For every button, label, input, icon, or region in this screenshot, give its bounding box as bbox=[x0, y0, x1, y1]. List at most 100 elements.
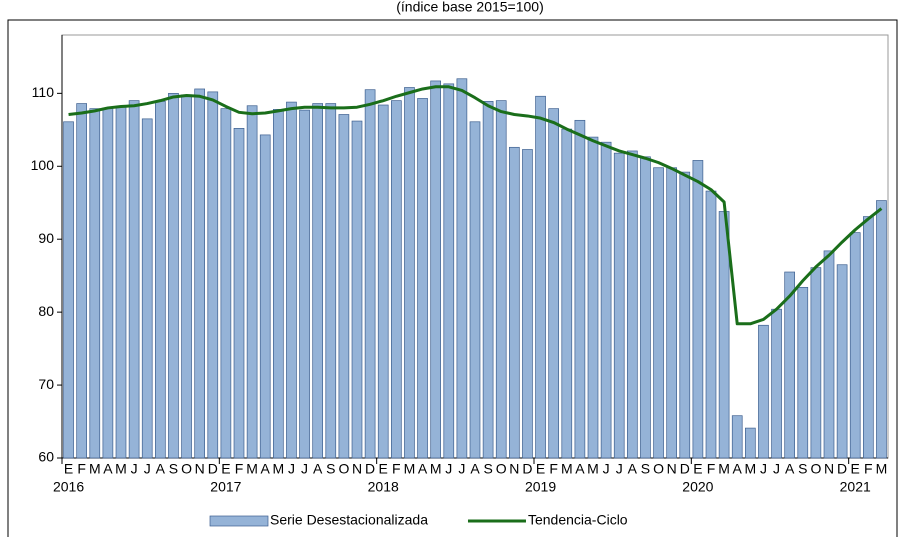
year-label: 2019 bbox=[525, 479, 556, 495]
bar bbox=[692, 160, 704, 459]
x-tick-label: E bbox=[379, 461, 388, 477]
x-tick-label: E bbox=[693, 461, 702, 477]
x-tick-label: M bbox=[89, 461, 101, 477]
bar bbox=[495, 100, 507, 459]
x-tick-label: F bbox=[392, 461, 401, 477]
bar bbox=[286, 101, 297, 459]
bar bbox=[312, 103, 323, 459]
bar bbox=[325, 103, 337, 459]
x-tick-label: D bbox=[522, 461, 532, 477]
bar bbox=[456, 78, 468, 459]
legend-label: Serie Desestacionalizada bbox=[270, 512, 428, 528]
bar bbox=[600, 141, 612, 459]
bar bbox=[705, 190, 717, 459]
x-tick-label: J bbox=[445, 461, 452, 477]
x-tick-label: F bbox=[77, 461, 86, 477]
x-tick-label: A bbox=[156, 461, 166, 477]
x-tick-label: M bbox=[876, 461, 888, 477]
bar bbox=[718, 211, 730, 459]
x-tick-label: A bbox=[261, 461, 271, 477]
x-tick-label: O bbox=[810, 461, 821, 477]
bar bbox=[731, 415, 743, 459]
x-tick-label: M bbox=[272, 461, 284, 477]
x-tick-label: N bbox=[667, 461, 677, 477]
year-label: 2017 bbox=[210, 479, 241, 495]
bar bbox=[246, 105, 258, 459]
x-tick-label: J bbox=[760, 461, 767, 477]
year-label: 2018 bbox=[368, 479, 399, 495]
bar bbox=[194, 88, 205, 459]
y-tick-label: 60 bbox=[38, 449, 54, 465]
legend-label: Tendencia-Ciclo bbox=[528, 512, 628, 528]
x-tick-label: M bbox=[246, 461, 258, 477]
bar bbox=[181, 94, 192, 459]
x-tick-label: E bbox=[221, 461, 230, 477]
bar bbox=[574, 119, 586, 459]
x-tick-label: N bbox=[195, 461, 205, 477]
bar bbox=[666, 167, 677, 459]
x-tick-label: M bbox=[561, 461, 573, 477]
bar bbox=[613, 152, 625, 459]
x-tick-label: J bbox=[144, 461, 151, 477]
bar bbox=[587, 136, 599, 459]
x-tick-label: O bbox=[181, 461, 192, 477]
x-tick-label: J bbox=[131, 461, 138, 477]
x-tick-label: J bbox=[458, 461, 465, 477]
bar bbox=[233, 128, 245, 459]
bar bbox=[679, 171, 691, 459]
x-tick-label: F bbox=[707, 461, 716, 477]
bar bbox=[299, 109, 310, 459]
y-tick-label: 80 bbox=[38, 303, 54, 319]
x-tick-label: J bbox=[301, 461, 308, 477]
bar bbox=[836, 264, 848, 459]
x-tick-label: F bbox=[864, 461, 873, 477]
bar bbox=[876, 200, 887, 459]
x-tick-label: N bbox=[509, 461, 519, 477]
bar bbox=[771, 308, 782, 459]
bar bbox=[509, 146, 520, 459]
bar bbox=[535, 95, 546, 459]
bar bbox=[548, 108, 559, 459]
y-tick-label: 70 bbox=[38, 376, 54, 392]
x-tick-label: D bbox=[365, 461, 375, 477]
x-tick-label: O bbox=[653, 461, 664, 477]
bar bbox=[351, 120, 363, 459]
x-tick-label: F bbox=[235, 461, 244, 477]
x-tick-label: M bbox=[430, 461, 442, 477]
bar bbox=[338, 114, 350, 459]
frame bbox=[7, 19, 898, 542]
chart-subtitle: (índice base 2015=100) bbox=[396, 0, 544, 15]
x-tick-label: S bbox=[641, 461, 650, 477]
bar bbox=[522, 149, 533, 459]
x-tick-label: M bbox=[115, 461, 127, 477]
bar bbox=[653, 167, 664, 459]
bar bbox=[430, 80, 441, 459]
x-tick-label: J bbox=[603, 461, 610, 477]
x-tick-label: N bbox=[352, 461, 362, 477]
bar bbox=[207, 91, 219, 459]
bar bbox=[469, 121, 481, 459]
x-tick-label: M bbox=[404, 461, 416, 477]
x-tick-label: M bbox=[587, 461, 599, 477]
bar bbox=[115, 106, 127, 459]
bar bbox=[823, 250, 835, 459]
x-tick-label: D bbox=[837, 461, 847, 477]
bar bbox=[377, 104, 389, 459]
x-tick-label: M bbox=[744, 461, 756, 477]
x-tick-label: O bbox=[338, 461, 349, 477]
bar bbox=[128, 100, 140, 459]
bar bbox=[561, 128, 573, 459]
x-tick-label: M bbox=[718, 461, 730, 477]
bar bbox=[220, 108, 232, 459]
x-tick-label: A bbox=[418, 461, 428, 477]
bar bbox=[259, 134, 271, 459]
x-tick-label: E bbox=[851, 461, 860, 477]
bar bbox=[758, 324, 769, 459]
bar bbox=[273, 109, 284, 459]
year-label: 2020 bbox=[682, 479, 713, 495]
x-tick-label: E bbox=[536, 461, 545, 477]
x-tick-label: A bbox=[313, 461, 323, 477]
x-tick-label: N bbox=[824, 461, 834, 477]
x-tick-label: A bbox=[785, 461, 795, 477]
x-tick-label: A bbox=[733, 461, 743, 477]
